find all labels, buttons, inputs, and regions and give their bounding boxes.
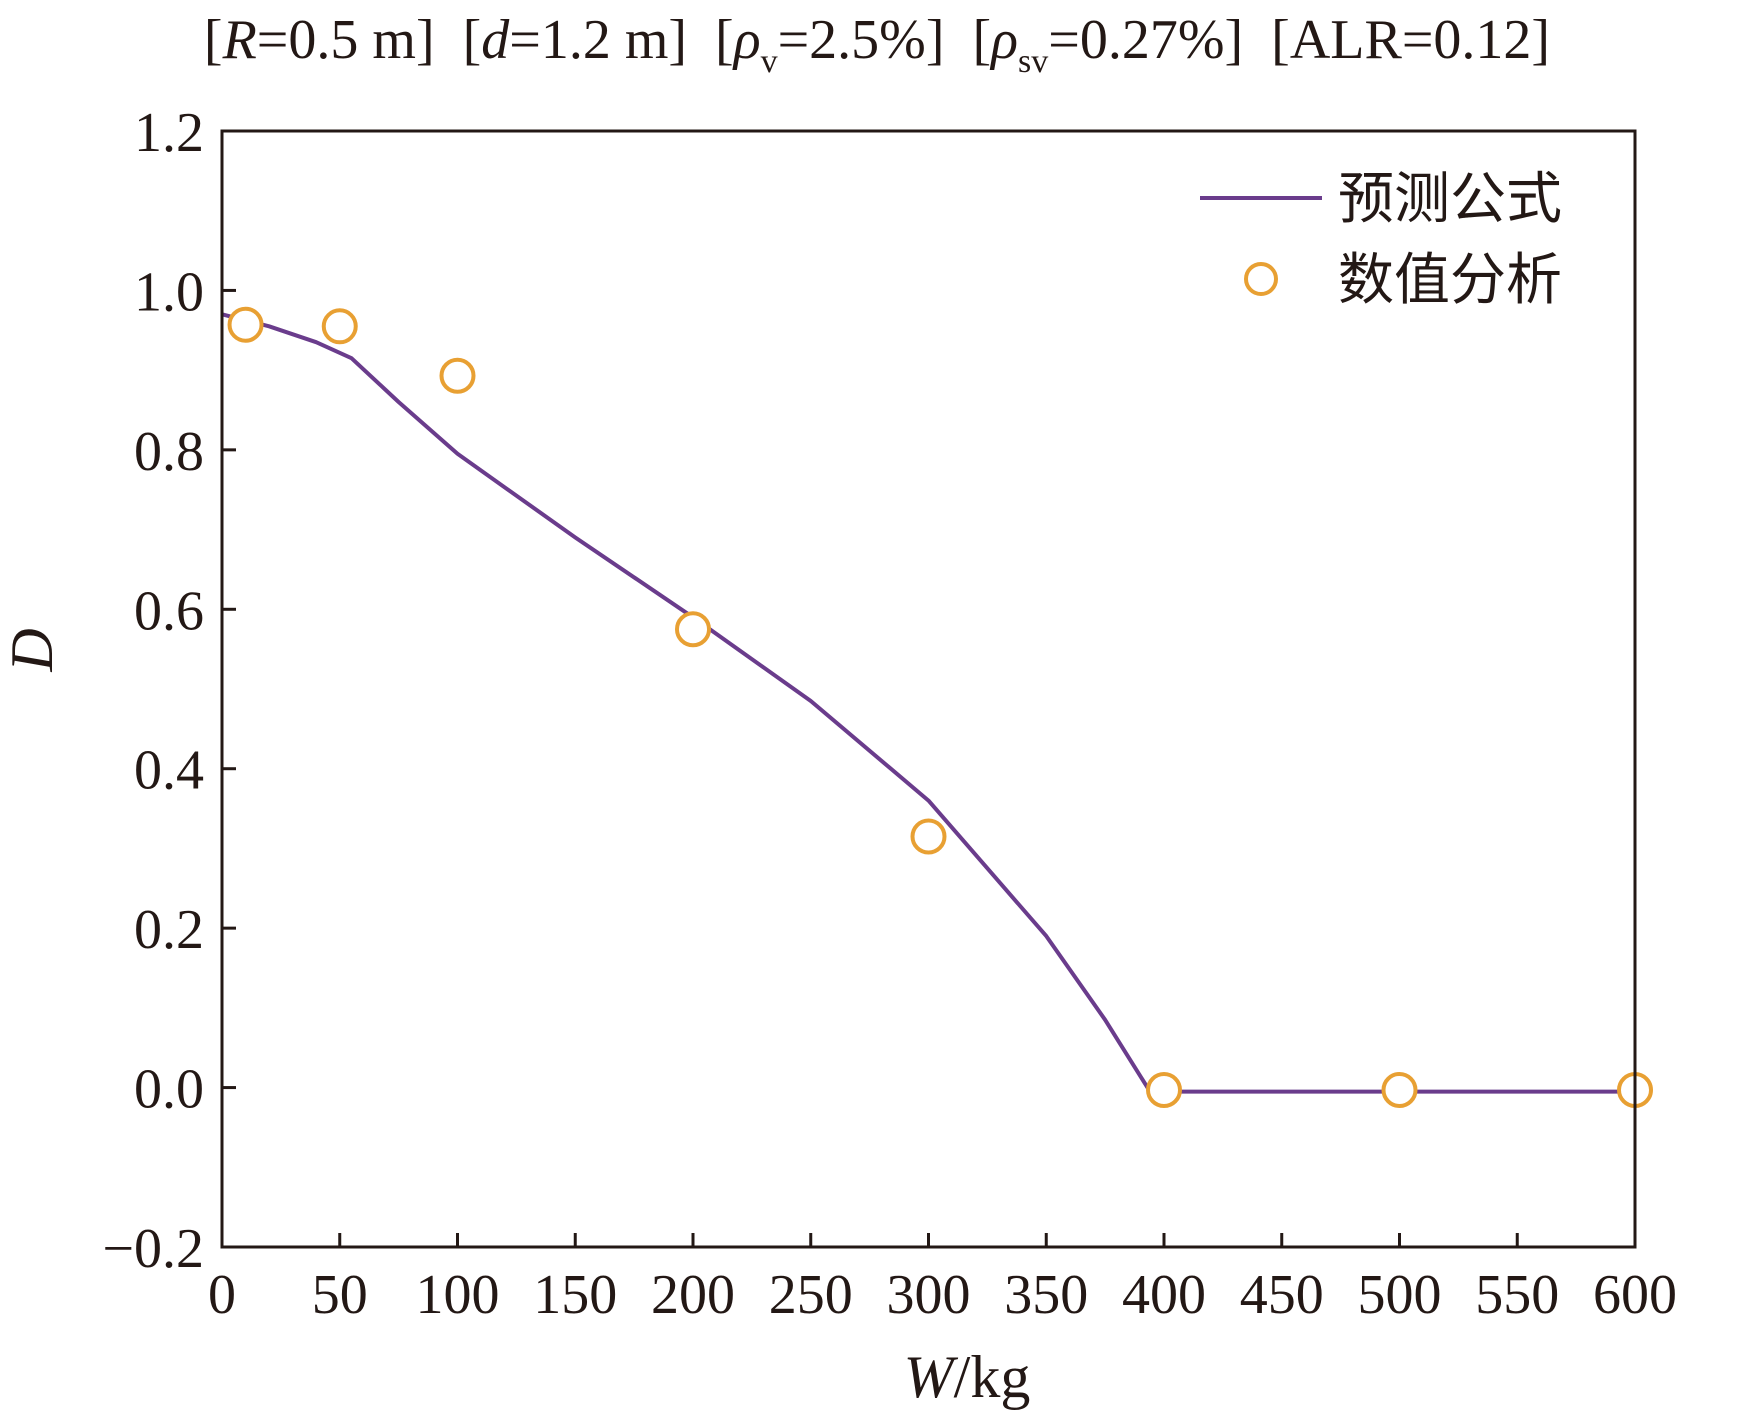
y-tick-label: 0.0	[134, 1059, 204, 1121]
data-point	[321, 308, 358, 345]
x-tick-label: 300	[887, 1264, 971, 1326]
data-point	[1146, 1071, 1182, 1108]
x-tick-label: 150	[533, 1264, 617, 1326]
x-tick-label: 100	[416, 1264, 500, 1326]
x-tick-label: 450	[1240, 1264, 1324, 1326]
y-tick-label: 0.4	[134, 740, 204, 802]
y-tick-label: 1.2	[134, 102, 204, 164]
y-tick-label: 0.6	[134, 580, 204, 642]
legend-label-formula: 预测公式	[1338, 167, 1562, 232]
y-tick-label: −0.2	[102, 1218, 204, 1280]
legend-marker-swatch	[1244, 262, 1278, 296]
x-tick-label: 0	[208, 1264, 236, 1326]
y-tick-label: 0.2	[134, 899, 204, 961]
y-tick-label: 0.8	[134, 421, 204, 483]
x-tick-label: 250	[769, 1264, 853, 1326]
data-point	[1381, 1071, 1418, 1108]
x-tick-label: 600	[1593, 1264, 1677, 1326]
plot-area	[221, 306, 1653, 1108]
legend: 预测公式 数值分析	[1200, 167, 1562, 313]
data-point	[910, 818, 947, 855]
legend-label-numerical: 数值分析	[1338, 248, 1562, 313]
x-tick-label: 350	[1004, 1264, 1088, 1326]
x-axis-label: W/kg	[904, 1344, 1031, 1410]
x-tick-label: 400	[1122, 1264, 1206, 1326]
x-tick-label: 550	[1475, 1264, 1559, 1326]
x-tick-label: 200	[651, 1264, 735, 1326]
axes: 0 50 100 150 200 250 300 350 400 450 500 550 600 −0.2…	[102, 102, 1677, 1326]
data-point	[675, 611, 711, 648]
y-tick-label: 1.0	[134, 261, 204, 323]
x-tick-label: 500	[1358, 1264, 1442, 1326]
data-point	[227, 306, 264, 343]
series-line-formula	[221, 312, 1635, 1094]
y-axis-label: D	[0, 628, 65, 672]
data-point	[439, 357, 476, 394]
x-tick-label: 50	[312, 1264, 368, 1326]
chart-title: [R=0.5 m] [d=1.2 m] [ρv=2.5%] [ρsv=0.27%…	[204, 9, 1550, 80]
